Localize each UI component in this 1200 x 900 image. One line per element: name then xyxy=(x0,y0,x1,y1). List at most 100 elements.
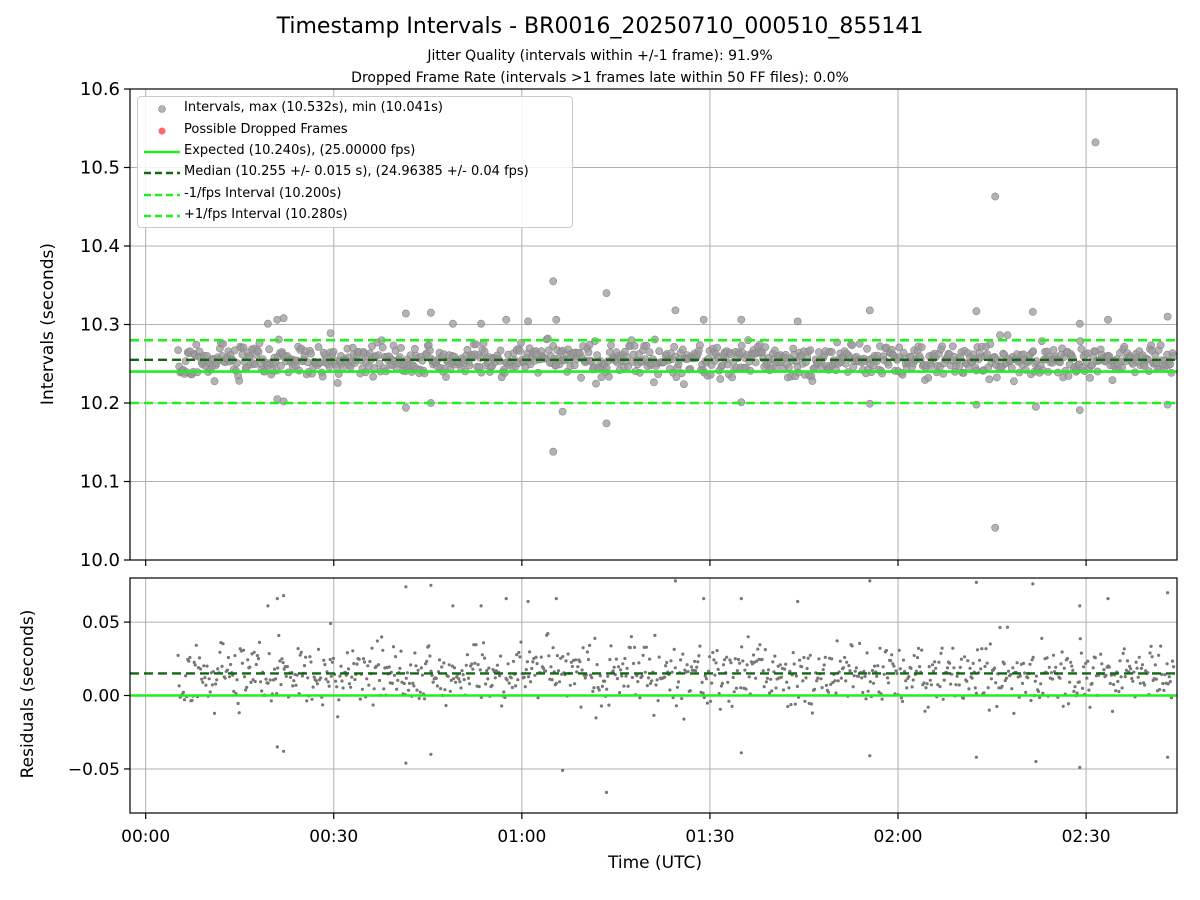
residual-point xyxy=(1149,644,1153,649)
residual-point xyxy=(1047,665,1051,669)
residual-point xyxy=(1122,647,1126,651)
residual-point xyxy=(740,645,744,649)
x-tick-label: 00:30 xyxy=(309,827,358,847)
residual-point xyxy=(1104,673,1108,677)
residual-point xyxy=(282,667,286,671)
residual-point xyxy=(929,683,934,687)
residual-point xyxy=(633,645,637,650)
residual-point xyxy=(1166,682,1170,686)
residual-point xyxy=(824,683,829,688)
residual-point xyxy=(984,647,988,651)
residual-point xyxy=(1143,683,1147,687)
residual-point xyxy=(895,671,899,676)
residual-point xyxy=(280,657,284,661)
interval-point xyxy=(465,361,474,370)
interval-point xyxy=(192,340,201,349)
residual-point xyxy=(599,704,604,708)
residual-point xyxy=(483,656,487,660)
residual-point xyxy=(673,579,678,583)
residual-point xyxy=(446,674,450,679)
residual-point xyxy=(649,681,653,686)
residual-point xyxy=(241,648,246,652)
interval-point xyxy=(680,380,688,389)
residual-point xyxy=(668,688,672,692)
residual-point xyxy=(672,647,676,652)
residual-point xyxy=(910,685,914,689)
residual-point xyxy=(894,669,898,673)
residual-point xyxy=(449,678,453,683)
residual-point xyxy=(654,683,658,687)
residual-point xyxy=(591,689,595,694)
residual-point xyxy=(1078,765,1082,770)
x-tick-label: 01:00 xyxy=(497,827,546,847)
residual-point xyxy=(1030,658,1034,662)
residual-point xyxy=(713,673,717,677)
residual-point xyxy=(1131,679,1135,683)
residual-point xyxy=(967,687,971,691)
residual-point xyxy=(1079,651,1083,655)
interval-point xyxy=(863,344,871,353)
residual-point xyxy=(306,676,310,680)
interval-point xyxy=(655,347,664,355)
residual-point xyxy=(323,663,327,667)
residual-point xyxy=(588,643,592,648)
residual-point xyxy=(1073,685,1077,689)
residual-point xyxy=(201,680,205,684)
residual-point xyxy=(716,667,720,672)
interval-point xyxy=(543,334,552,343)
residual-point xyxy=(465,653,469,657)
residual-point xyxy=(762,685,766,689)
residual-point xyxy=(484,682,488,686)
residual-point xyxy=(965,679,969,683)
residual-point xyxy=(1120,686,1124,690)
residual-point xyxy=(1004,676,1009,680)
residual-point xyxy=(966,659,970,663)
residual-point xyxy=(655,678,659,682)
residual-point xyxy=(838,659,842,663)
y-axis-label-residuals: Residuals (seconds) xyxy=(18,609,38,779)
residual-point xyxy=(889,659,893,663)
residual-point xyxy=(309,660,313,664)
residual-point xyxy=(868,579,872,583)
residual-point xyxy=(233,654,237,658)
residual-point xyxy=(856,674,861,678)
residual-point xyxy=(951,646,955,650)
residual-point xyxy=(670,670,674,674)
residual-point xyxy=(682,717,686,721)
interval-point xyxy=(1166,360,1175,369)
interval-point xyxy=(986,340,995,348)
residual-point xyxy=(942,678,946,682)
residual-point xyxy=(569,660,573,664)
residual-point xyxy=(608,657,612,662)
residual-point xyxy=(275,745,279,749)
residual-point xyxy=(850,644,854,648)
residual-point xyxy=(481,641,486,645)
residual-point xyxy=(452,666,457,670)
interval-point xyxy=(678,345,687,354)
residual-point xyxy=(603,679,607,683)
residual-point xyxy=(1087,688,1091,692)
interval-point xyxy=(1064,372,1073,380)
residual-point xyxy=(715,649,719,653)
residual-point xyxy=(652,713,656,718)
residual-point xyxy=(663,675,667,679)
interval-point xyxy=(426,308,435,317)
residual-point xyxy=(905,686,909,690)
interval-point xyxy=(806,346,815,354)
residual-point xyxy=(844,679,848,683)
residual-point xyxy=(494,669,498,673)
residual-point xyxy=(1028,662,1032,666)
residual-point xyxy=(353,677,357,682)
residual-point xyxy=(924,686,928,690)
residual-point xyxy=(756,647,760,651)
legend-item-expected: Expected (10.240s), (25.00000 fps) xyxy=(138,141,574,161)
residual-point xyxy=(461,673,465,677)
residual-point xyxy=(327,684,331,688)
residual-point xyxy=(638,696,642,700)
residual-point xyxy=(1066,702,1071,706)
residual-point xyxy=(504,597,508,601)
residual-point xyxy=(244,688,248,692)
residual-point xyxy=(1041,691,1045,695)
residual-point xyxy=(304,655,308,659)
